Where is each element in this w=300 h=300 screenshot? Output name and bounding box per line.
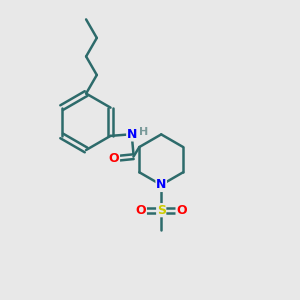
Text: O: O — [109, 152, 119, 165]
Text: O: O — [176, 204, 187, 217]
Text: O: O — [136, 204, 146, 217]
Text: S: S — [157, 204, 166, 217]
Text: N: N — [127, 128, 137, 141]
Text: N: N — [156, 178, 166, 191]
Text: H: H — [139, 127, 148, 137]
